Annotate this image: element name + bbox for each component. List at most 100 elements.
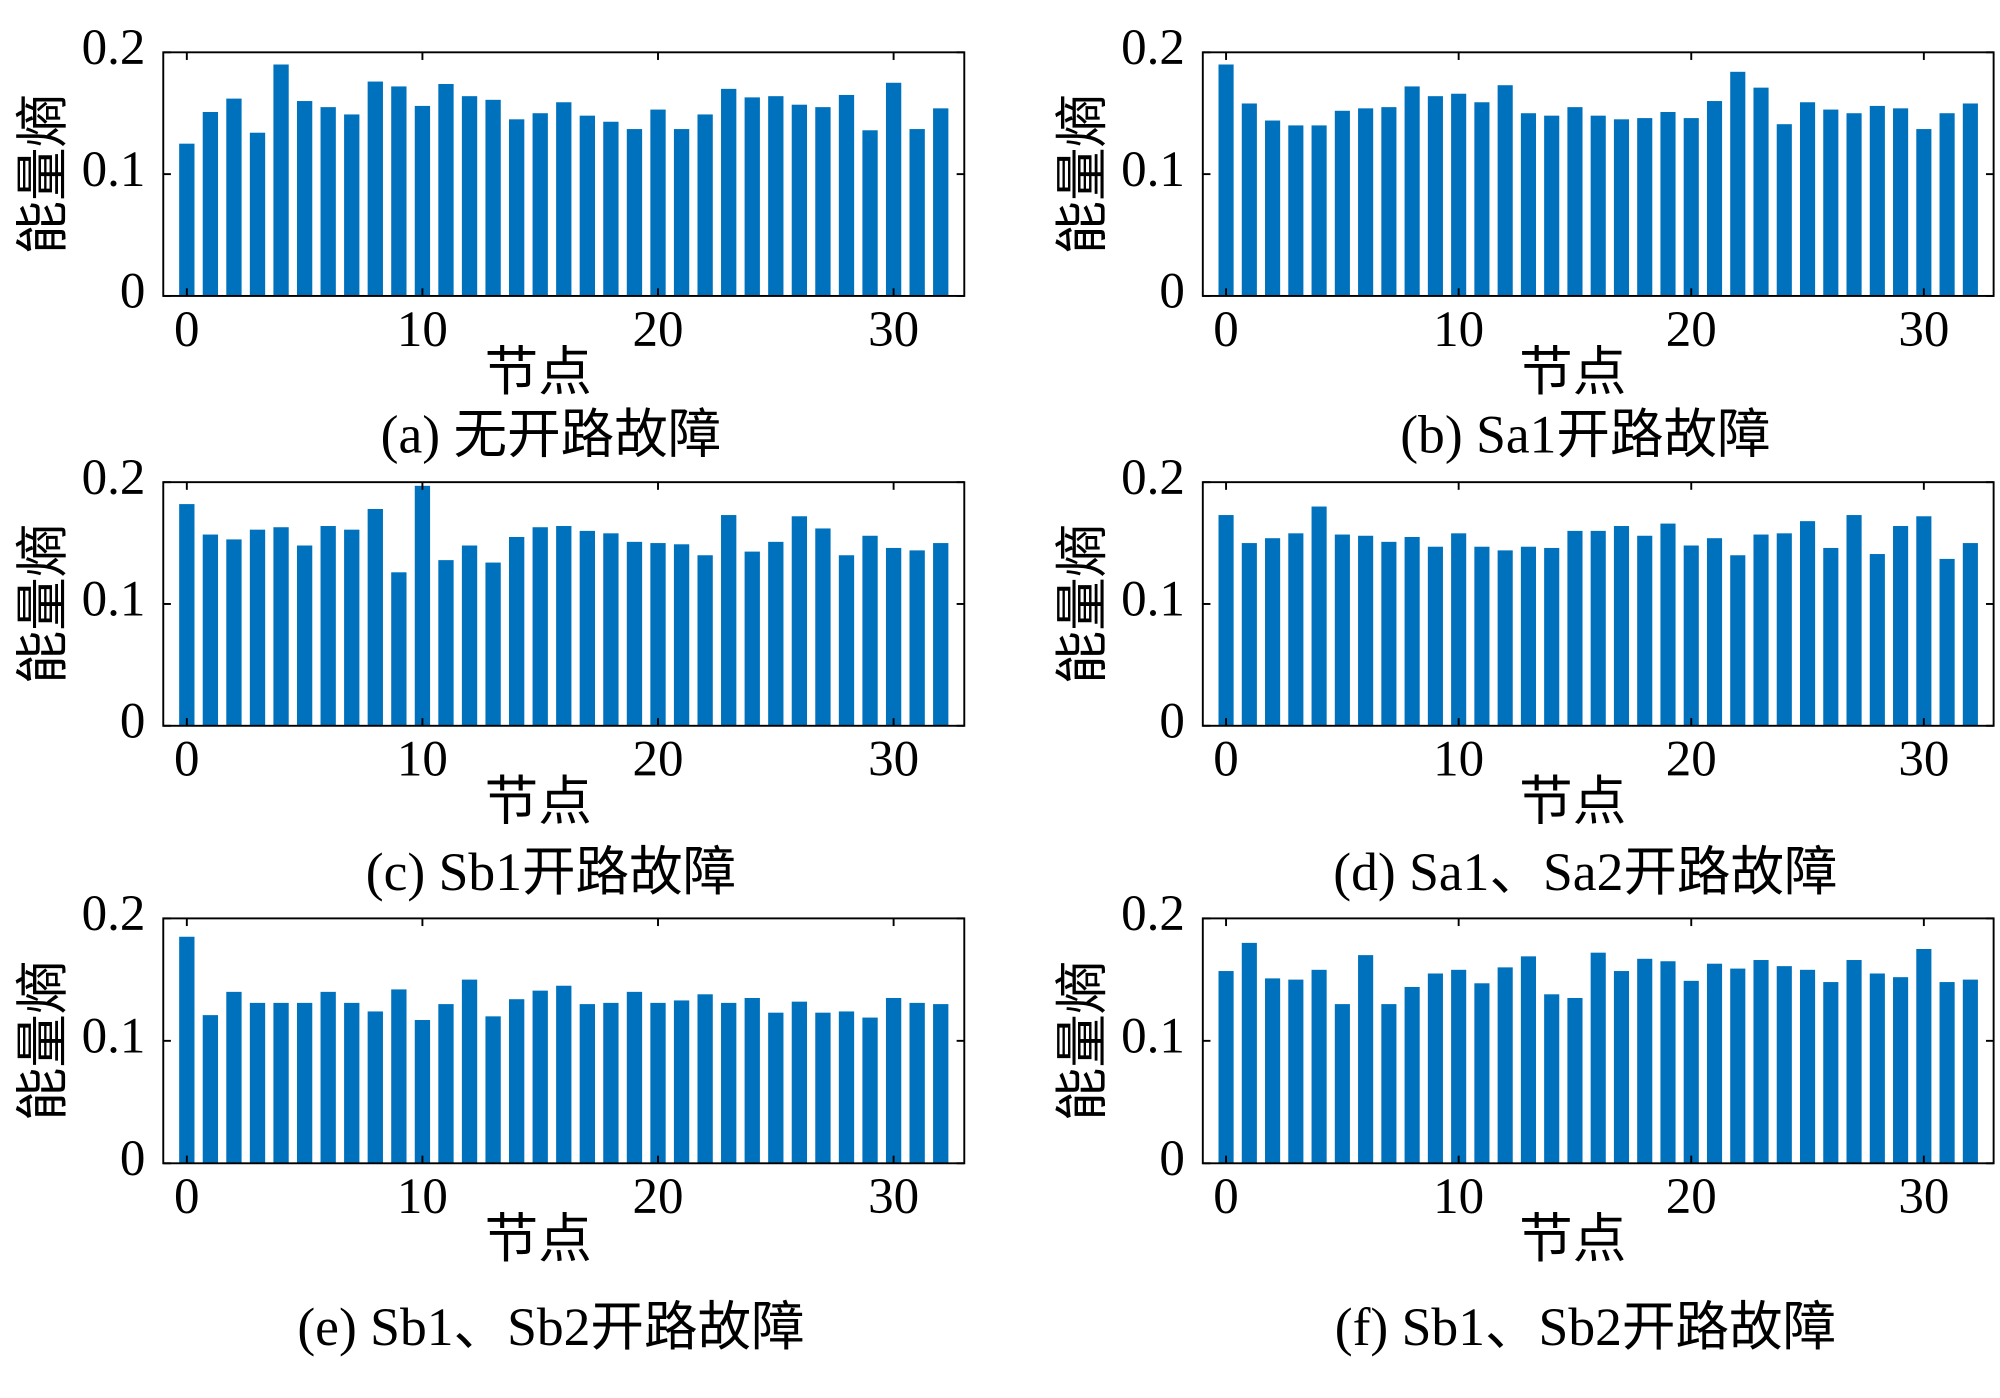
bar bbox=[1567, 997, 1583, 1164]
bar bbox=[1753, 960, 1769, 1164]
bar bbox=[697, 994, 713, 1164]
bar bbox=[485, 99, 501, 296]
x-tick-label: 30 bbox=[1898, 732, 1949, 788]
x-tick-label: 30 bbox=[868, 1169, 919, 1225]
x-axis-label: 节点 bbox=[1519, 1209, 1626, 1269]
bar bbox=[673, 129, 690, 296]
bar bbox=[1893, 977, 1909, 1164]
bar bbox=[1288, 125, 1304, 296]
bar bbox=[1893, 526, 1909, 726]
bar bbox=[1823, 982, 1839, 1164]
bar bbox=[885, 82, 902, 296]
bar bbox=[438, 560, 454, 726]
bar bbox=[791, 104, 808, 296]
bar bbox=[202, 112, 219, 296]
bar bbox=[744, 97, 760, 296]
bar bbox=[885, 997, 902, 1164]
bar bbox=[862, 1017, 878, 1164]
bar bbox=[1776, 966, 1792, 1164]
bar bbox=[1218, 971, 1234, 1164]
bar bbox=[1427, 973, 1443, 1164]
bar bbox=[438, 1004, 454, 1164]
bar bbox=[1683, 545, 1699, 726]
bar bbox=[721, 88, 737, 296]
bar bbox=[1823, 547, 1839, 726]
x-tick-label: 10 bbox=[397, 1169, 448, 1225]
bar bbox=[1730, 968, 1746, 1164]
bar bbox=[1567, 530, 1583, 726]
x-tick-label: 30 bbox=[868, 302, 919, 358]
x-tick-label: 20 bbox=[1666, 732, 1717, 788]
bar bbox=[1730, 71, 1746, 296]
bar bbox=[320, 991, 336, 1164]
bar bbox=[532, 527, 548, 726]
bar bbox=[367, 81, 383, 296]
bar bbox=[1520, 546, 1536, 726]
bar bbox=[1218, 64, 1234, 296]
bar bbox=[909, 1002, 925, 1164]
bar bbox=[414, 485, 431, 726]
bar bbox=[508, 999, 525, 1164]
bar bbox=[1590, 115, 1606, 296]
bar bbox=[626, 541, 643, 726]
bar bbox=[273, 527, 289, 726]
bar bbox=[1404, 986, 1420, 1164]
bar bbox=[1916, 949, 1932, 1164]
bar bbox=[1962, 979, 1978, 1164]
y-tick-label: 0 bbox=[1159, 264, 1185, 320]
y-tick-label: 0.1 bbox=[82, 572, 146, 628]
bar bbox=[1241, 103, 1257, 296]
bar bbox=[367, 508, 383, 726]
bar bbox=[673, 544, 690, 726]
bar bbox=[603, 1002, 619, 1164]
bar bbox=[1520, 956, 1536, 1164]
bar bbox=[1799, 521, 1816, 726]
bar bbox=[179, 504, 195, 726]
bar bbox=[508, 119, 525, 296]
x-tick-label: 30 bbox=[868, 732, 919, 788]
bar bbox=[320, 526, 336, 726]
bar bbox=[626, 991, 643, 1164]
subplot-caption: (f) Sb1、Sb2开路故障 bbox=[1335, 1297, 1836, 1357]
x-tick-label: 10 bbox=[397, 732, 448, 788]
x-axis-label: 节点 bbox=[1519, 772, 1626, 832]
bar bbox=[273, 64, 289, 296]
bar bbox=[508, 536, 525, 726]
bar bbox=[1451, 93, 1467, 296]
bar bbox=[320, 107, 336, 296]
bar bbox=[1776, 533, 1792, 726]
bar bbox=[1846, 960, 1862, 1164]
x-axis-label: 节点 bbox=[485, 772, 592, 832]
bar bbox=[296, 1002, 313, 1164]
bar bbox=[1474, 102, 1490, 296]
bar bbox=[1730, 555, 1746, 726]
bar bbox=[391, 572, 407, 726]
bar bbox=[862, 130, 878, 296]
bar bbox=[1497, 550, 1513, 726]
bar bbox=[461, 96, 478, 296]
bar bbox=[603, 121, 619, 296]
bar bbox=[1776, 124, 1792, 296]
bar bbox=[1869, 105, 1885, 296]
y-tick-label: 0.2 bbox=[82, 886, 146, 942]
bar bbox=[1311, 969, 1327, 1164]
bar bbox=[1288, 533, 1304, 726]
bar bbox=[1706, 538, 1723, 726]
y-axis-label: 能量熵 bbox=[13, 960, 73, 1121]
bar bbox=[1637, 535, 1653, 726]
bar bbox=[1358, 535, 1374, 726]
bar bbox=[249, 529, 266, 726]
subplot-caption: (a) 无开路故障 bbox=[381, 404, 722, 464]
bar bbox=[1288, 979, 1304, 1164]
bar bbox=[1613, 119, 1630, 296]
x-tick-label: 10 bbox=[1433, 302, 1484, 358]
subplot-caption: (d) Sa1、Sa2开路故障 bbox=[1333, 842, 1837, 902]
bar bbox=[1939, 982, 1955, 1164]
bar bbox=[1265, 978, 1281, 1164]
y-axis-label: 能量熵 bbox=[13, 524, 73, 685]
y-tick-label: 0.1 bbox=[1121, 142, 1185, 198]
bar bbox=[885, 547, 902, 726]
bar bbox=[344, 1002, 360, 1164]
bar bbox=[1497, 85, 1513, 296]
